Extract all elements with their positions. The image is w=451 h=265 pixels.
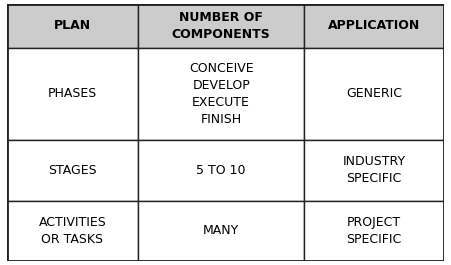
Bar [7,4,138,48]
Bar [304,201,444,261]
Bar [7,48,138,140]
Bar [138,201,304,261]
Text: PHASES: PHASES [48,87,97,100]
Text: MANY: MANY [203,224,239,237]
Bar [138,48,304,140]
Bar [138,140,304,201]
Text: GENERIC: GENERIC [346,87,402,100]
Text: 5 TO 10: 5 TO 10 [196,164,246,177]
Text: STAGES: STAGES [48,164,97,177]
Text: PROJECT
SPECIFIC: PROJECT SPECIFIC [347,216,402,246]
Text: CONCEIVE
DEVELOP
EXECUTE
FINISH: CONCEIVE DEVELOP EXECUTE FINISH [189,62,253,126]
Bar [304,48,444,140]
Bar [7,140,138,201]
Text: PLAN: PLAN [54,19,91,32]
Bar [304,4,444,48]
Bar [138,4,304,48]
Bar [304,140,444,201]
Text: INDUSTRY
SPECIFIC: INDUSTRY SPECIFIC [343,155,406,185]
Text: ACTIVITIES
OR TASKS: ACTIVITIES OR TASKS [38,216,106,246]
Bar [7,201,138,261]
Text: NUMBER OF
COMPONENTS: NUMBER OF COMPONENTS [172,11,271,41]
Text: APPLICATION: APPLICATION [328,19,420,32]
